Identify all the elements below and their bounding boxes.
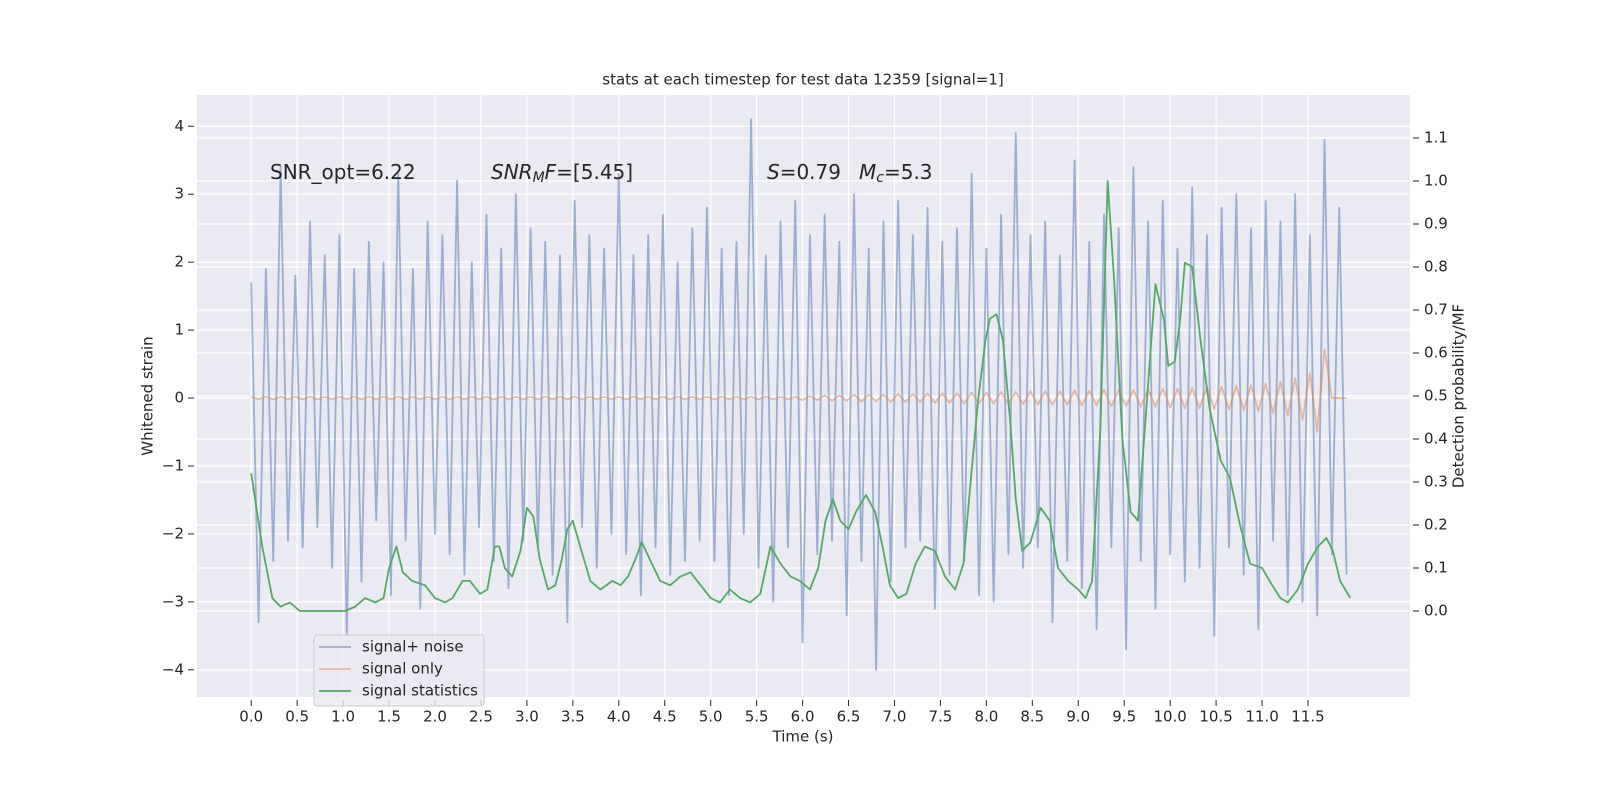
y-tick-label: −2: [162, 524, 184, 542]
x-tick-label: 9.0: [1066, 708, 1090, 726]
series-line: [250, 180, 1352, 612]
x-tick-label: 2.0: [423, 708, 447, 726]
y2-tick-label: 0.8: [1424, 258, 1448, 276]
chart-title: stats at each timestep for test data 123…: [602, 71, 1003, 89]
y2-tick-label: 0.1: [1424, 559, 1448, 577]
x-tick-label: 11.5: [1291, 708, 1324, 726]
annotation: SNRMF=[5.45]: [491, 160, 633, 187]
x-tick-label: 11.0: [1245, 708, 1278, 726]
x-tick-label: 10.5: [1199, 708, 1232, 726]
annotation-part: M: [533, 170, 545, 186]
y-tick-label: 2: [174, 253, 184, 271]
annotation-part: SNR: [491, 160, 533, 184]
x-tick-label: 1.5: [377, 708, 401, 726]
legend-label: signal+ noise: [362, 638, 464, 656]
y-tick-label: −3: [162, 592, 184, 610]
annotation-part: SNR_opt=6.22: [270, 160, 416, 184]
y2-tick-label: 0.0: [1424, 602, 1448, 620]
annotation-part: S: [767, 160, 780, 184]
legend-label: signal only: [362, 660, 443, 678]
y2-tick-label: 1.1: [1424, 129, 1448, 147]
x-tick-label: 4.0: [607, 708, 631, 726]
annotation: Mc=5.3: [859, 160, 933, 187]
marks: [250, 118, 1352, 671]
y-tick-label: 1: [174, 321, 184, 339]
y2-tick-label: 0.9: [1424, 215, 1448, 233]
y-tick-label: 3: [174, 185, 184, 203]
y2-tick-label: 0.2: [1424, 516, 1448, 534]
annotation-part: =5.3: [884, 160, 933, 184]
y2-tick-label: 1.0: [1424, 172, 1448, 190]
x-axis-label: Time (s): [772, 728, 834, 746]
x-tick-label: 2.5: [469, 708, 493, 726]
y-tick-label: −4: [162, 660, 184, 678]
series-line: [250, 118, 1348, 671]
x-tick-label: 0.5: [285, 708, 309, 726]
x-tick-label: 3.5: [561, 708, 585, 726]
x-tick-label: 7.5: [928, 708, 952, 726]
x-tick-label: 0.0: [239, 708, 263, 726]
annotation-part: M: [859, 160, 876, 184]
x-tick-label: 9.5: [1112, 708, 1136, 726]
series-line: [250, 348, 1347, 433]
annotation-part: c: [876, 170, 884, 186]
y2-tick-label: 0.3: [1424, 473, 1448, 491]
labels: −4 −3 −2 −1 0 1 2 3 4 0.0 0.1 0.2 0.3 0.4 0.5 0.6 0.7 0.8…: [162, 117, 1448, 726]
y-axis-label: Whitened strain: [139, 336, 157, 455]
annotation-part: F: [545, 160, 557, 184]
x-tick-label: 6.5: [837, 708, 861, 726]
x-tick-label: 8.5: [1020, 708, 1044, 726]
annotation-part: =[5.45]: [556, 160, 633, 184]
y-tick-label: −1: [162, 456, 184, 474]
x-tick-label: 5.5: [745, 708, 769, 726]
legend: signal+ noise signal only signal statistic…: [313, 634, 485, 707]
y-tick-label: 0: [174, 389, 184, 407]
x-tick-label: 10.0: [1153, 708, 1186, 726]
legend-label: signal statistics: [362, 682, 478, 700]
y2-tick-label: 0.7: [1424, 301, 1448, 319]
annotation-part: =0.79: [780, 160, 841, 184]
x-tick-label: 3.0: [515, 708, 539, 726]
legend-box: [313, 634, 485, 707]
x-tick-label: 6.0: [791, 708, 815, 726]
x-tick-label: 1.0: [331, 708, 355, 726]
annotation: SNR_opt=6.22: [270, 160, 416, 184]
x-tick-label: 7.0: [883, 708, 907, 726]
annotation: S=0.79: [767, 160, 841, 184]
y-tick-label: 4: [174, 117, 184, 135]
y2-tick-label: 0.5: [1424, 387, 1448, 405]
x-tick-label: 4.5: [653, 708, 677, 726]
x-tick-label: 8.0: [974, 708, 998, 726]
y2-axis-label: Detection probability/MF: [1450, 304, 1468, 488]
y2-tick-label: 0.4: [1424, 430, 1448, 448]
x-tick-label: 5.0: [699, 708, 723, 726]
y2-tick-label: 0.6: [1424, 344, 1448, 362]
